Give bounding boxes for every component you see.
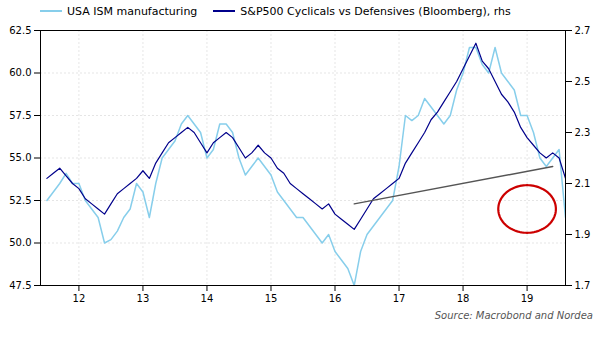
- svg-text:19: 19: [521, 293, 534, 304]
- svg-text:2.3: 2.3: [575, 127, 591, 138]
- svg-text:18: 18: [457, 293, 470, 304]
- svg-text:50.0: 50.0: [9, 237, 31, 248]
- svg-text:15: 15: [265, 293, 278, 304]
- svg-text:1.9: 1.9: [575, 229, 591, 240]
- svg-text:16: 16: [329, 293, 342, 304]
- svg-text:2.7: 2.7: [575, 25, 591, 36]
- svg-text:57.5: 57.5: [9, 110, 31, 121]
- html-text:USA ISM manufacturing: USA ISM manufacturing: [67, 4, 198, 18]
- svg-text:2.1: 2.1: [575, 178, 591, 189]
- svg-text:47.5: 47.5: [9, 280, 31, 291]
- html-text:Source: Macrobond and Nordea: Source: Macrobond and Nordea: [434, 310, 593, 321]
- svg-text:14: 14: [201, 293, 214, 304]
- svg-text:52.5: 52.5: [9, 195, 31, 206]
- svg-text:62.5: 62.5: [9, 25, 31, 36]
- svg-text:1.7: 1.7: [575, 280, 591, 291]
- svg-text:12: 12: [73, 293, 86, 304]
- html-text:S&P500 Cyclicals vs Defensives: S&P500 Cyclicals vs Defensives (Bloomber…: [240, 4, 511, 18]
- svg-text:17: 17: [393, 293, 406, 304]
- svg-text:2.5: 2.5: [575, 76, 591, 87]
- svg-text:55.0: 55.0: [9, 152, 31, 163]
- svg-text:13: 13: [137, 293, 150, 304]
- svg-text:60.0: 60.0: [9, 67, 31, 78]
